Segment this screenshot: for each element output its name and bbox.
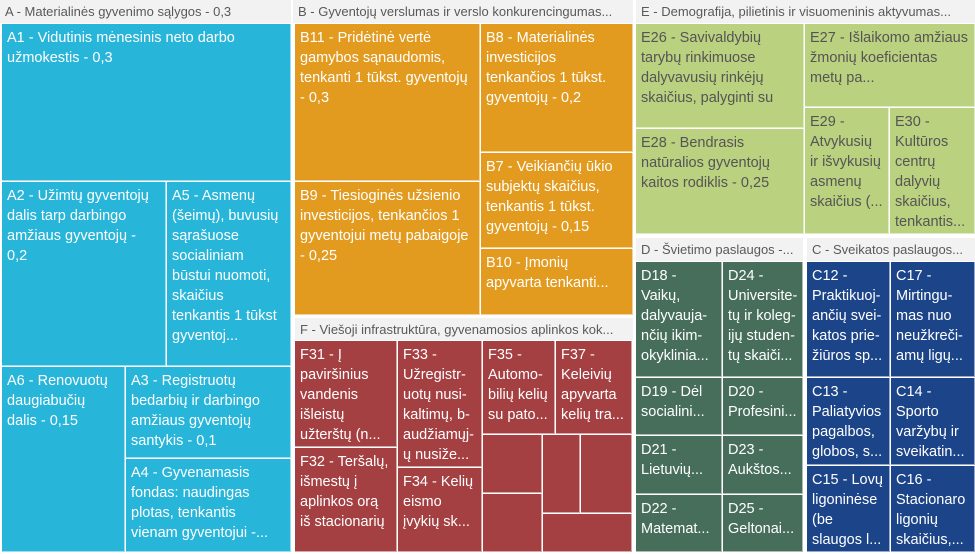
tile-label: D23 - Aukštos...	[728, 442, 792, 478]
tile-label: A5 - Asmenų (šeimų), buvusių sąrašuose s…	[172, 188, 279, 344]
treemap-tile-f-u3[interactable]	[543, 435, 580, 513]
treemap-tile-a4[interactable]: A4 - Gyvenamasis fondas: naudingas plota…	[126, 459, 291, 552]
tile-label: C12 - Praktikuoj-ančių svei-katos prie-ž…	[812, 268, 883, 364]
tile-label: D22 - Matemat...	[641, 501, 710, 537]
treemap-tile-f-u4[interactable]	[581, 435, 632, 513]
treemap-tile-f34[interactable]: F34 - Kelių eismo įvykių sk...	[398, 468, 482, 552]
tile-label: C14 - Sporto varžybų ir sveikatin...	[896, 384, 965, 460]
treemap-tile-f35[interactable]: F35 - Automo-bilių kelių su pato...	[483, 341, 555, 434]
tile-label: E30 - Kultūros centrų dalyvių skaičius, …	[895, 114, 966, 230]
treemap-tile-b10[interactable]: B10 - Įmonių apyvarta tenkanti...	[481, 249, 633, 315]
tile-label: E27 - Išlaikomo amžiaus žmonių koeficien…	[810, 30, 968, 86]
treemap-tile-c14[interactable]: C14 - Sporto varžybų ir sveikatin...	[891, 378, 975, 465]
treemap-tile-d25[interactable]: D25 - Geltonai...	[723, 495, 803, 552]
group-header-a[interactable]: A - Materialinės gyvenimo sąlygos - 0,3	[0, 0, 291, 23]
treemap-tile-a5[interactable]: A5 - Asmenų (šeimų), buvusių sąrašuose s…	[167, 182, 291, 366]
treemap-tile-e27[interactable]: E27 - Išlaikomo amžiaus žmonių koeficien…	[805, 24, 975, 107]
treemap-tile-c12[interactable]: C12 - Praktikuoj-ančių svei-katos prie-ž…	[807, 262, 890, 377]
tile-label: D21 - Lietuvių...	[641, 442, 704, 478]
tile-label: A3 - Registruotų bedarbių ir darbingo am…	[131, 373, 260, 449]
treemap-tile-f32[interactable]: F32 - Teršalų, išmestų į aplinkos orą iš…	[295, 448, 397, 552]
tile-label: E28 - Bendrasis natūralios gyventojų kai…	[641, 135, 770, 191]
tile-label: F34 - Kelių eismo įvykių sk...	[403, 474, 474, 530]
tile-label: B10 - Įmonių apyvarta tenkanti...	[486, 255, 609, 291]
group-header-c[interactable]: C - Sveikatos paslaugos...	[807, 238, 975, 261]
tile-label: D19 - Dėl socialini...	[641, 384, 705, 420]
tile-label: F37 - Keleivių apyvarta kelių tra...	[561, 347, 624, 423]
tile-label: A4 - Gyvenamasis fondas: naudingas plota…	[131, 465, 269, 541]
treemap-tile-c15[interactable]: C15 - Lovų ligoninėse (be slaugos l...	[807, 466, 890, 552]
treemap-tile-c16[interactable]: C16 - Stacionaro ligonių skaičius,...	[891, 466, 975, 552]
treemap-tile-f33[interactable]: F33 - Užregistr-uotų nusi-kaltimų, b-aud…	[398, 341, 482, 467]
tile-label: D18 - Vaikų, dalyvauja-nčių ikim-okyklin…	[641, 268, 709, 364]
treemap-tile-b9[interactable]: B9 - Tiesioginės užsienio investicijos, …	[295, 182, 480, 315]
treemap-tile-b8[interactable]: B8 - Materialinės investicijos tenkančio…	[481, 24, 633, 152]
treemap-tile-b7[interactable]: B7 - Veikiančių ūkio subjektų skaičius, …	[481, 153, 633, 248]
treemap-tile-a1[interactable]: A1 - Vidutinis mėnesinis neto darbo užmo…	[2, 24, 291, 181]
tile-label: B11 - Pridėtinė vertė gamybos sąnaudomis…	[300, 30, 468, 106]
tile-label: F32 - Teršalų, išmestų į aplinkos orą iš…	[300, 454, 389, 530]
treemap-tile-a3[interactable]: A3 - Registruotų bedarbių ir darbingo am…	[126, 367, 291, 458]
tile-label: A1 - Vidutinis mėnesinis neto darbo užmo…	[7, 30, 235, 66]
treemap-tile-f-u2[interactable]	[483, 494, 542, 552]
tile-label: A6 - Renovuotų daugiabučių dalis - 0,15	[7, 373, 108, 429]
treemap-tile-b11[interactable]: B11 - Pridėtinė vertė gamybos sąnaudomis…	[295, 24, 480, 181]
tile-label: E29 - Atvykusių ir išvykusių asmenų skai…	[810, 114, 883, 210]
treemap-tile-e26[interactable]: E26 - Savivaldybių tarybų rinkimuose dal…	[636, 24, 804, 128]
treemap-tile-e28[interactable]: E28 - Bendrasis natūralios gyventojų kai…	[636, 129, 804, 234]
treemap-tile-f37[interactable]: F37 - Keleivių apyvarta kelių tra...	[556, 341, 632, 434]
tile-label: B9 - Tiesioginės užsienio investicijos, …	[300, 188, 469, 264]
tile-label: C16 - Stacionaro ligonių skaičius,...	[896, 472, 966, 548]
treemap-tile-e29[interactable]: E29 - Atvykusių ir išvykusių asmenų skai…	[805, 108, 889, 234]
tile-label: F31 - Į paviršinius vandenis išleistų už…	[300, 347, 381, 443]
group-header-e[interactable]: E - Demografija, pilietinis ir visuomeni…	[636, 0, 975, 23]
treemap-tile-c13[interactable]: C13 - Paliatyvios pagalbos, globos, s...	[807, 378, 890, 465]
tile-label: D25 - Geltonai...	[728, 501, 795, 537]
treemap-tile-d22[interactable]: D22 - Matemat...	[636, 495, 722, 552]
tile-label: C15 - Lovų ligoninėse (be slaugos l...	[812, 472, 883, 548]
tile-label: C13 - Paliatyvios pagalbos, globos, s...	[812, 384, 883, 460]
treemap-tile-c17[interactable]: C17 - Mirtingu-mas nuo neužkreči-amų lig…	[891, 262, 975, 377]
treemap-tile-f-u1[interactable]	[483, 435, 542, 493]
treemap-tile-d19[interactable]: D19 - Dėl socialini...	[636, 378, 722, 435]
treemap-tile-a6[interactable]: A6 - Renovuotų daugiabučių dalis - 0,15	[2, 367, 125, 552]
treemap-tile-d21[interactable]: D21 - Lietuvių...	[636, 436, 722, 494]
treemap-tile-e30[interactable]: E30 - Kultūros centrų dalyvių skaičius, …	[890, 108, 975, 234]
tile-label: E26 - Savivaldybių tarybų rinkimuose dal…	[641, 30, 774, 106]
group-header-d[interactable]: D - Švietimo paslaugos -...	[636, 238, 803, 261]
tile-label: D20 - Profesini...	[728, 384, 797, 420]
treemap-tile-f31[interactable]: F31 - Į paviršinius vandenis išleistų už…	[295, 341, 397, 447]
group-header-f[interactable]: F - Viešoji infrastruktūra, gyvenamosios…	[295, 318, 633, 340]
treemap-tile-d20[interactable]: D20 - Profesini...	[723, 378, 803, 435]
tile-label: A2 - Užimtų gyventojų dalis tarp darbing…	[7, 188, 149, 264]
tile-label: F33 - Užregistr-uotų nusi-kaltimų, b-aud…	[403, 347, 474, 463]
treemap-tile-a2[interactable]: A2 - Užimtų gyventojų dalis tarp darbing…	[2, 182, 166, 366]
treemap-tile-d18[interactable]: D18 - Vaikų, dalyvauja-nčių ikim-okyklin…	[636, 262, 722, 377]
tile-label: B7 - Veikiančių ūkio subjektų skaičius, …	[486, 159, 613, 235]
tile-label: D24 - Universite-tų ir koleg-ijų studen-…	[728, 268, 797, 364]
treemap-tile-d23[interactable]: D23 - Aukštos...	[723, 436, 803, 494]
tile-label: B8 - Materialinės investicijos tenkančio…	[486, 30, 607, 106]
treemap-tile-f-u5[interactable]	[543, 514, 632, 552]
tile-label: C17 - Mirtingu-mas nuo neužkreči-amų lig…	[896, 268, 963, 364]
group-header-b[interactable]: B - Gyventojų verslumas ir verslo konkur…	[293, 0, 633, 23]
tile-label: F35 - Automo-bilių kelių su pato...	[488, 347, 548, 423]
treemap-tile-d24[interactable]: D24 - Universite-tų ir koleg-ijų studen-…	[723, 262, 803, 377]
